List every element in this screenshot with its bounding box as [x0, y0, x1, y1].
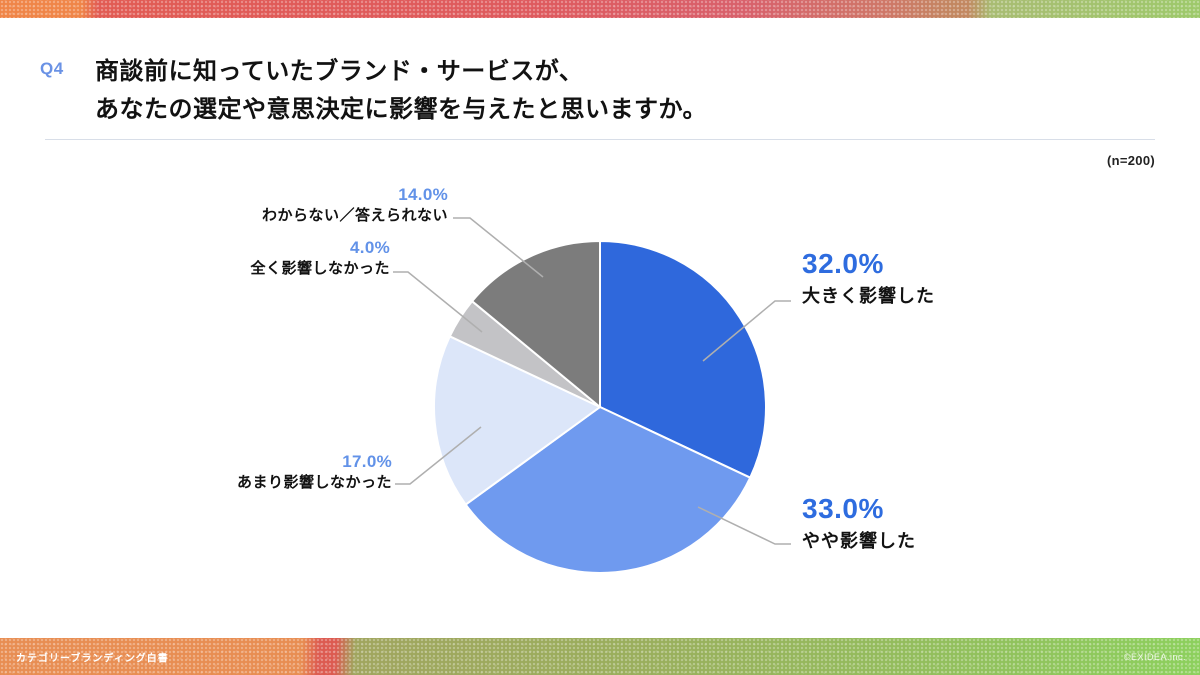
title-line-1: 商談前に知っていたブランド・サービスが、 — [95, 58, 584, 85]
title-line-2: あなたの選定や意思決定に影響を与えたと思いますか。 — [95, 96, 708, 123]
pie-slice-2 — [433, 335, 601, 506]
header-divider — [45, 139, 1155, 140]
footer-bar: カテゴリーブランディング白書 ©EXIDEA.inc. — [0, 638, 1200, 675]
question-number: Q4 — [40, 59, 64, 78]
callout-little-influence: 17.0% あまり影響しなかった — [237, 452, 392, 492]
callout-pct: 32.0% — [802, 248, 884, 279]
callout-no-influence: 4.0% 全く影響しなかった — [250, 238, 390, 278]
top-decorative-bar — [0, 0, 1200, 18]
leader-line-3 — [393, 271, 483, 333]
footer-document-title: カテゴリーブランディング白書 — [16, 653, 169, 664]
leader-lines — [393, 217, 791, 545]
pie-slice-4 — [471, 240, 601, 408]
callout-strongly-influenced: 32.0% 大きく影響した — [802, 249, 935, 307]
callout-pct: 33.0% — [802, 493, 884, 524]
callout-pct: 14.0% — [398, 185, 448, 204]
callout-category: 全く影響しなかった — [250, 260, 390, 277]
leader-line-0 — [702, 300, 791, 362]
callout-pct: 4.0% — [350, 238, 390, 257]
callout-category: 大きく影響した — [802, 286, 935, 306]
callout-pct: 17.0% — [342, 452, 392, 471]
pie-slice-1 — [464, 406, 752, 574]
pie-slice-0 — [599, 240, 767, 479]
sample-size-label: (n=200) — [1107, 153, 1155, 168]
footer-company-credit: ©EXIDEA.inc. — [1123, 651, 1186, 662]
callout-category: やや影響した — [802, 531, 916, 551]
leader-line-1 — [697, 506, 791, 545]
callout-dont-know: 14.0% わからない／答えられない — [262, 185, 448, 225]
leader-line-4 — [453, 217, 544, 278]
page-title: 商談前に知っていたブランド・サービスが、 あなたの選定や意思決定に影響を与えたと… — [95, 53, 707, 129]
leader-line-2 — [395, 426, 482, 485]
callout-category: わからない／答えられない — [261, 207, 448, 224]
callout-category: あまり影響しなかった — [236, 474, 392, 491]
pie-slices — [433, 240, 767, 574]
callout-somewhat-influenced: 33.0% やや影響した — [802, 494, 916, 552]
